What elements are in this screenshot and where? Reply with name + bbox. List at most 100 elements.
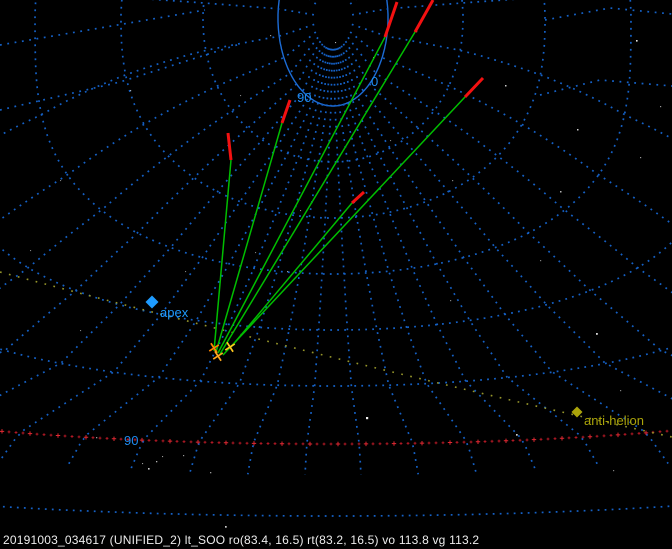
meridian-line	[338, 46, 601, 469]
equator-tick	[301, 442, 305, 446]
celestial-equator	[0, 429, 669, 447]
meteor-track-line[interactable]	[217, 36, 386, 354]
equator-tick	[189, 440, 193, 444]
anti-helion-marker-label: anti-helion	[584, 413, 644, 428]
star	[240, 95, 242, 97]
meteor-track-line[interactable]	[215, 122, 283, 353]
star	[156, 461, 158, 463]
equator-tick	[329, 442, 333, 446]
equator-tick	[581, 435, 585, 439]
meteor-track-tip[interactable]	[350, 190, 366, 205]
equator-tick	[413, 441, 417, 445]
meteor-track-line[interactable]	[230, 202, 353, 348]
equator-tick	[427, 441, 431, 445]
equator-tick	[399, 442, 403, 445]
meteor-track-tip[interactable]	[413, 0, 435, 33]
meteor-track-tip[interactable]	[383, 1, 399, 38]
meridian-line	[0, 40, 322, 354]
star	[185, 271, 187, 273]
equator-tick	[91, 436, 95, 440]
meteor-track-tip[interactable]	[226, 132, 233, 161]
equator-tick	[161, 439, 165, 443]
equator-tick	[615, 432, 621, 438]
equator-tick	[119, 437, 123, 441]
equator-tick	[497, 439, 501, 443]
equator-tick	[434, 441, 438, 445]
meridian-line	[0, 31, 317, 221]
star	[225, 526, 227, 528]
star	[60, 180, 62, 182]
equator-tick	[70, 435, 74, 438]
meridian-line	[0, 45, 326, 462]
equator-tick	[139, 437, 145, 443]
equator-tick	[490, 439, 494, 443]
radiant-cross-marker[interactable]	[208, 342, 220, 354]
apex-marker[interactable]	[145, 295, 159, 309]
ra-90-bottom-label: 90	[124, 433, 138, 448]
star	[300, 210, 302, 212]
meteor-track-line[interactable]	[222, 96, 466, 356]
ra-0-label: 0	[371, 74, 378, 89]
equator-tick	[322, 442, 326, 446]
equator-tick	[251, 441, 257, 446]
equator-tick	[546, 437, 550, 441]
pole-circle	[277, 0, 389, 107]
equator-tick	[483, 440, 487, 443]
equator-tick	[567, 436, 571, 440]
equator-tick	[63, 434, 67, 438]
equator-tick	[335, 441, 341, 447]
star	[636, 40, 638, 42]
star	[613, 470, 615, 472]
radiant-cross-marker[interactable]	[224, 341, 236, 353]
meteor-track-line[interactable]	[213, 159, 232, 352]
star	[516, 434, 518, 436]
star	[452, 180, 454, 182]
equator-tick	[357, 442, 361, 446]
meridian-line	[65, 46, 328, 469]
meteor-track-tip[interactable]	[463, 76, 485, 99]
equator-tick	[154, 439, 158, 443]
equator-tick	[133, 438, 137, 442]
equator-tick	[223, 440, 229, 445]
equator-tick	[511, 439, 515, 442]
meridian-line	[337, 47, 537, 472]
meteor-track-line[interactable]	[219, 31, 416, 355]
equator-tick	[539, 437, 543, 441]
star	[80, 330, 82, 332]
star	[96, 437, 98, 439]
equator-tick	[175, 440, 179, 443]
equator-tick	[531, 437, 537, 442]
equator-tick	[595, 434, 599, 438]
equator-tick	[83, 435, 89, 440]
star	[270, 35, 272, 37]
star	[335, 42, 337, 44]
equator-tick	[553, 437, 557, 441]
equator-tick	[35, 432, 39, 436]
anti-helion-marker[interactable]	[571, 406, 583, 418]
equator-tick	[609, 433, 613, 437]
equator-tick	[27, 431, 33, 436]
star	[366, 417, 369, 420]
equator-tick	[279, 441, 285, 446]
radiant-cross-marker[interactable]	[212, 350, 224, 362]
meteor-track-tip[interactable]	[280, 99, 292, 124]
star	[620, 390, 622, 392]
star	[390, 140, 392, 142]
equator-tick	[371, 442, 375, 446]
meridian-line	[129, 47, 329, 472]
equator-tick	[203, 440, 207, 444]
equator-tick	[643, 430, 649, 436]
star	[287, 271, 289, 273]
equator-tick	[455, 440, 459, 444]
star	[560, 191, 562, 193]
parallel-line	[202, 0, 464, 163]
meridian-line	[0, 43, 324, 397]
equator-tick	[441, 441, 445, 445]
star	[130, 90, 132, 92]
equator-tick	[350, 442, 354, 446]
equator-tick	[245, 441, 249, 445]
equator-tick	[363, 441, 369, 447]
